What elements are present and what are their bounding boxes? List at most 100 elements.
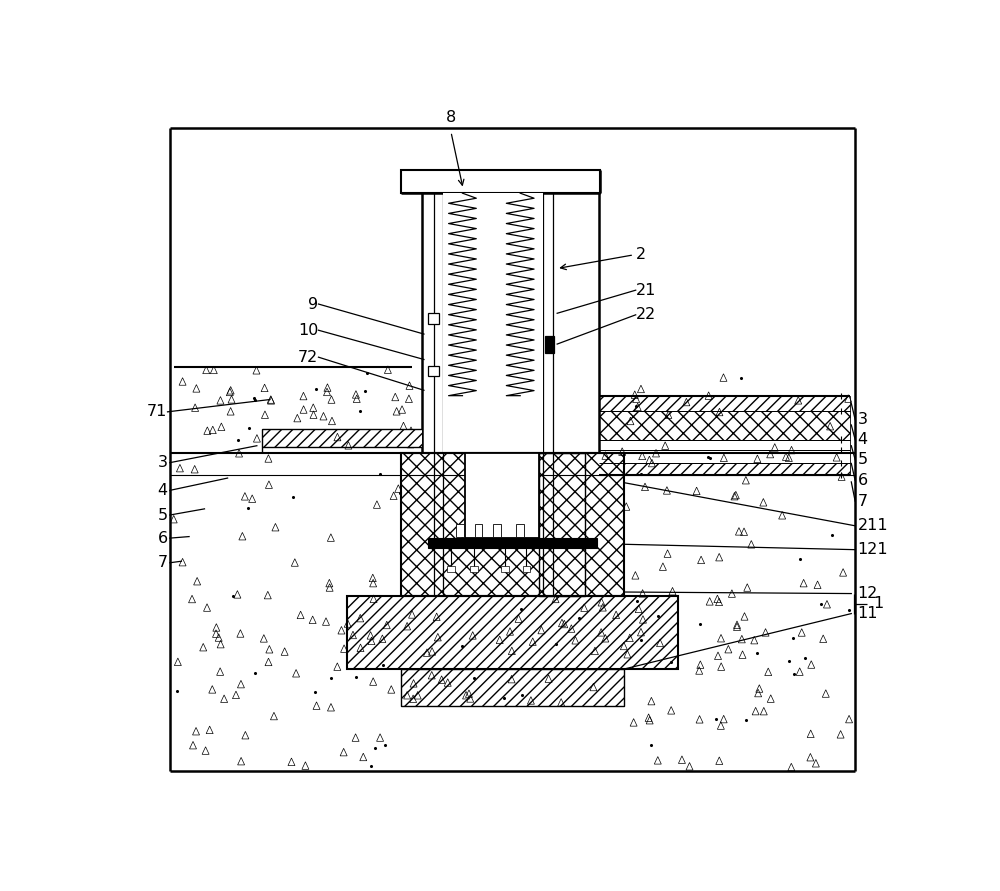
Point (225, 589, 241, 603)
Bar (475, 524, 482, 536)
Bar (401, 454, 624, 596)
Text: 22: 22 (636, 307, 656, 323)
Bar (428, 365, 439, 376)
Point (813, 597, 829, 611)
Bar (401, 669, 624, 706)
Point (372, 467, 388, 481)
Point (571, 611, 587, 625)
Bar (599, 462, 850, 475)
Text: 11: 11 (857, 606, 878, 621)
Text: 7: 7 (157, 555, 168, 570)
Bar (493, 524, 501, 536)
Point (733, 372, 749, 386)
Point (700, 450, 716, 464)
Point (247, 666, 263, 681)
Point (377, 738, 393, 752)
Bar (501, 566, 509, 572)
Text: 12: 12 (857, 586, 878, 601)
Point (496, 691, 512, 705)
Point (246, 391, 262, 405)
Point (247, 393, 263, 407)
Bar (516, 524, 524, 536)
Text: 3: 3 (158, 455, 168, 470)
Point (352, 404, 368, 418)
Bar (465, 454, 539, 538)
Bar (443, 193, 543, 454)
Bar (347, 596, 678, 669)
Point (629, 593, 645, 608)
Point (749, 646, 765, 660)
Text: 5: 5 (157, 508, 168, 522)
Point (708, 712, 724, 726)
Point (359, 365, 375, 380)
Text: 5: 5 (857, 452, 868, 467)
Bar (401, 669, 624, 706)
Text: 9: 9 (308, 297, 318, 312)
Point (241, 421, 257, 435)
Bar (539, 454, 585, 596)
Text: 6: 6 (857, 473, 868, 488)
Point (738, 713, 754, 727)
Text: 7: 7 (857, 494, 868, 509)
Point (367, 740, 383, 755)
Bar (428, 314, 439, 324)
Text: 6: 6 (157, 531, 168, 545)
Point (633, 633, 649, 647)
Text: 71: 71 (147, 405, 168, 420)
Text: 121: 121 (857, 542, 888, 557)
Text: 2: 2 (636, 248, 646, 262)
Point (169, 684, 185, 699)
Point (323, 671, 339, 685)
Point (650, 609, 666, 624)
Point (781, 653, 797, 667)
Point (786, 666, 802, 681)
Text: 1: 1 (873, 596, 883, 611)
Bar (456, 524, 464, 536)
Point (348, 670, 364, 684)
Bar (447, 566, 455, 572)
Point (357, 384, 373, 398)
Point (375, 658, 391, 672)
Bar (401, 170, 600, 193)
Text: 4: 4 (857, 432, 868, 447)
Point (308, 382, 324, 396)
Bar (523, 566, 530, 572)
Point (392, 486, 408, 500)
Bar (599, 439, 850, 450)
Bar (401, 454, 624, 596)
Bar (599, 396, 850, 411)
Text: 8: 8 (446, 110, 456, 126)
Text: 3: 3 (857, 412, 867, 427)
Point (643, 738, 659, 752)
Bar (545, 337, 554, 354)
Point (841, 603, 857, 617)
Point (363, 759, 379, 773)
Point (514, 688, 530, 702)
Point (692, 617, 708, 631)
Point (628, 399, 644, 413)
Text: 4: 4 (157, 483, 168, 498)
Point (548, 636, 564, 650)
Bar (428, 538, 597, 548)
Point (466, 671, 482, 685)
Point (824, 527, 840, 542)
Point (307, 685, 323, 699)
Bar (539, 454, 585, 596)
Text: 72: 72 (298, 349, 318, 364)
Text: 10: 10 (298, 323, 318, 338)
Point (230, 433, 246, 447)
Bar (599, 411, 850, 439)
Bar (470, 566, 478, 572)
Point (792, 552, 808, 567)
Point (454, 639, 470, 653)
Bar (347, 596, 678, 669)
Point (633, 467, 649, 481)
Bar (174, 367, 412, 454)
Point (663, 655, 679, 669)
Text: 21: 21 (636, 282, 656, 298)
Text: 211: 211 (857, 519, 888, 534)
Point (785, 631, 801, 645)
Bar (599, 450, 850, 462)
Point (797, 650, 813, 665)
Point (513, 602, 529, 617)
